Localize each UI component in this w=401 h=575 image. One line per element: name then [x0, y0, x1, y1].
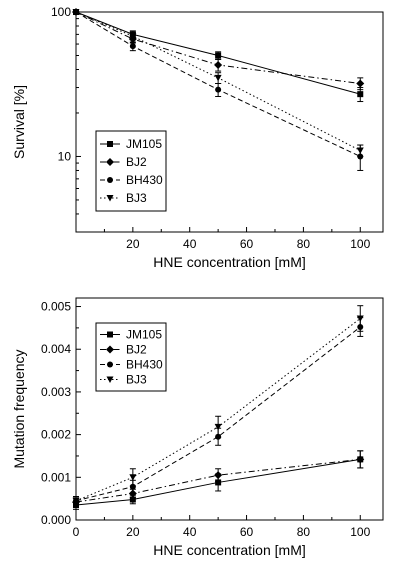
y-tick-label: 0.005: [41, 300, 71, 314]
data-point-diamond: [214, 60, 223, 69]
x-tick-label: 60: [240, 237, 254, 251]
data-point-diamond: [214, 471, 223, 480]
legend-marker-diamond: [106, 158, 114, 166]
series-BJ3: [72, 9, 364, 157]
legend-label: BJ3: [126, 191, 147, 205]
legend-marker-triangle-down: [106, 376, 114, 383]
series-line: [75, 458, 361, 506]
series-line: [75, 326, 361, 502]
x-tick-label: 100: [350, 525, 370, 539]
data-point-diamond: [356, 455, 365, 464]
plot-frame: [75, 11, 384, 233]
data-point-square: [215, 479, 222, 486]
data-point-circle: [215, 86, 222, 93]
data-point-triangle-down: [129, 33, 137, 40]
data-point-triangle-down: [214, 74, 222, 82]
y-axis-title: Survival [%]: [11, 85, 27, 159]
y-tick-label: 0.000: [41, 513, 71, 527]
x-tick-label: 20: [126, 237, 140, 251]
x-tick-label: 40: [183, 525, 197, 539]
x-axis-title: HNE concentration [mM]: [153, 254, 306, 270]
y-axis-title: Mutation frequency: [11, 349, 27, 468]
plot-frame: [75, 297, 384, 521]
y-tick-label: 0.003: [41, 385, 71, 399]
data-point-triangle-down: [129, 474, 137, 481]
x-tick-label: 20: [126, 525, 140, 539]
legend-label: JM105: [126, 137, 162, 151]
x-tick-label: 80: [297, 237, 311, 251]
chart-panel-1: 20 40 60 80 100 10 100 HNE concentration [mM] Su…: [11, 5, 384, 270]
data-point-square: [215, 52, 222, 59]
legend-label: BH430: [126, 358, 163, 372]
y-tick-label: 0.002: [41, 428, 71, 442]
data-point-square: [357, 91, 364, 98]
x-tick-label: 60: [240, 525, 254, 539]
series-BJ2: [72, 450, 365, 507]
legend-marker-circle: [107, 361, 113, 368]
data-point-triangle-down: [72, 9, 80, 16]
series-line: [75, 458, 361, 503]
legend: JM105 BJ2 BH430 BJ3: [95, 130, 167, 212]
legend-label: BJ3: [126, 373, 147, 387]
x-tick-label: 40: [183, 237, 197, 251]
data-point-triangle-down: [72, 497, 80, 505]
data-point-triangle-down: [214, 423, 222, 431]
y-tick-label: 100: [51, 5, 71, 19]
data-point-diamond: [356, 79, 365, 88]
x-tick-label: 0: [73, 525, 80, 539]
x-tick-label: 80: [297, 525, 311, 539]
y-tick-label: 10: [58, 149, 72, 163]
series-line: [75, 11, 361, 95]
legend-label: BJ2: [126, 343, 147, 357]
y-tick-label: 0.001: [41, 470, 71, 484]
legend-marker-triangle-down: [106, 195, 114, 202]
legend-marker-diamond: [106, 345, 114, 354]
data-point-triangle-down: [356, 315, 364, 322]
series-BJ3: [72, 305, 364, 506]
data-point-triangle-down: [356, 147, 364, 154]
x-tick-label: 100: [350, 237, 370, 251]
chart-panel-2: 0 20 40 60 80 100 0.000 0.001 0.002 0.003 0.004 0.0…: [11, 297, 384, 558]
legend-label: BH430: [126, 173, 163, 187]
x-axis-title: HNE concentration [mM]: [153, 542, 306, 558]
legend-marker-square: [107, 331, 113, 338]
series-line: [75, 11, 361, 157]
data-point-circle: [129, 43, 136, 50]
legend-marker-circle: [107, 177, 113, 183]
data-point-square: [129, 496, 136, 503]
series-line: [75, 11, 361, 151]
series-line: [75, 11, 361, 84]
legend-label: JM105: [126, 328, 162, 342]
legend-marker-square: [107, 141, 113, 147]
data-point-circle: [129, 483, 136, 490]
y-tick-label: 0.004: [41, 342, 71, 356]
legend-label: BJ2: [126, 155, 147, 169]
